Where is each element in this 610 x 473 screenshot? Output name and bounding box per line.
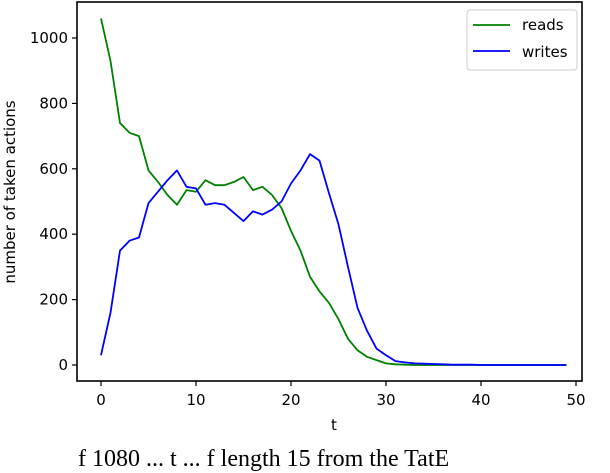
y-tick-label: 0 <box>58 356 68 374</box>
x-tick-label: 0 <box>96 391 106 409</box>
y-tick-label: 600 <box>39 160 68 178</box>
figure-caption-fragment: f 1080 ... t ... f length 15 from the Ta… <box>78 446 450 472</box>
y-tick-label: 1000 <box>30 29 68 47</box>
x-tick-label: 10 <box>186 391 205 409</box>
legend-reads-label: reads <box>522 16 564 34</box>
x-axis-label: t <box>331 416 337 434</box>
y-axis-label: number of taken actions <box>1 100 19 283</box>
y-tick-label: 200 <box>39 291 68 309</box>
legend-writes-label: writes <box>522 43 568 61</box>
y-tick-label: 400 <box>39 225 68 243</box>
y-axis: 0 200 400 600 800 1000 <box>30 29 77 374</box>
x-tick-label: 50 <box>566 391 585 409</box>
legend: reads writes <box>466 9 578 71</box>
writes-line <box>100 153 567 366</box>
y-tick-label: 800 <box>39 94 68 112</box>
x-tick-label: 20 <box>281 391 300 409</box>
series-lines <box>100 18 567 366</box>
x-axis: 0 10 20 30 40 50 <box>96 381 586 409</box>
x-tick-label: 40 <box>471 391 490 409</box>
x-tick-label: 30 <box>376 391 395 409</box>
